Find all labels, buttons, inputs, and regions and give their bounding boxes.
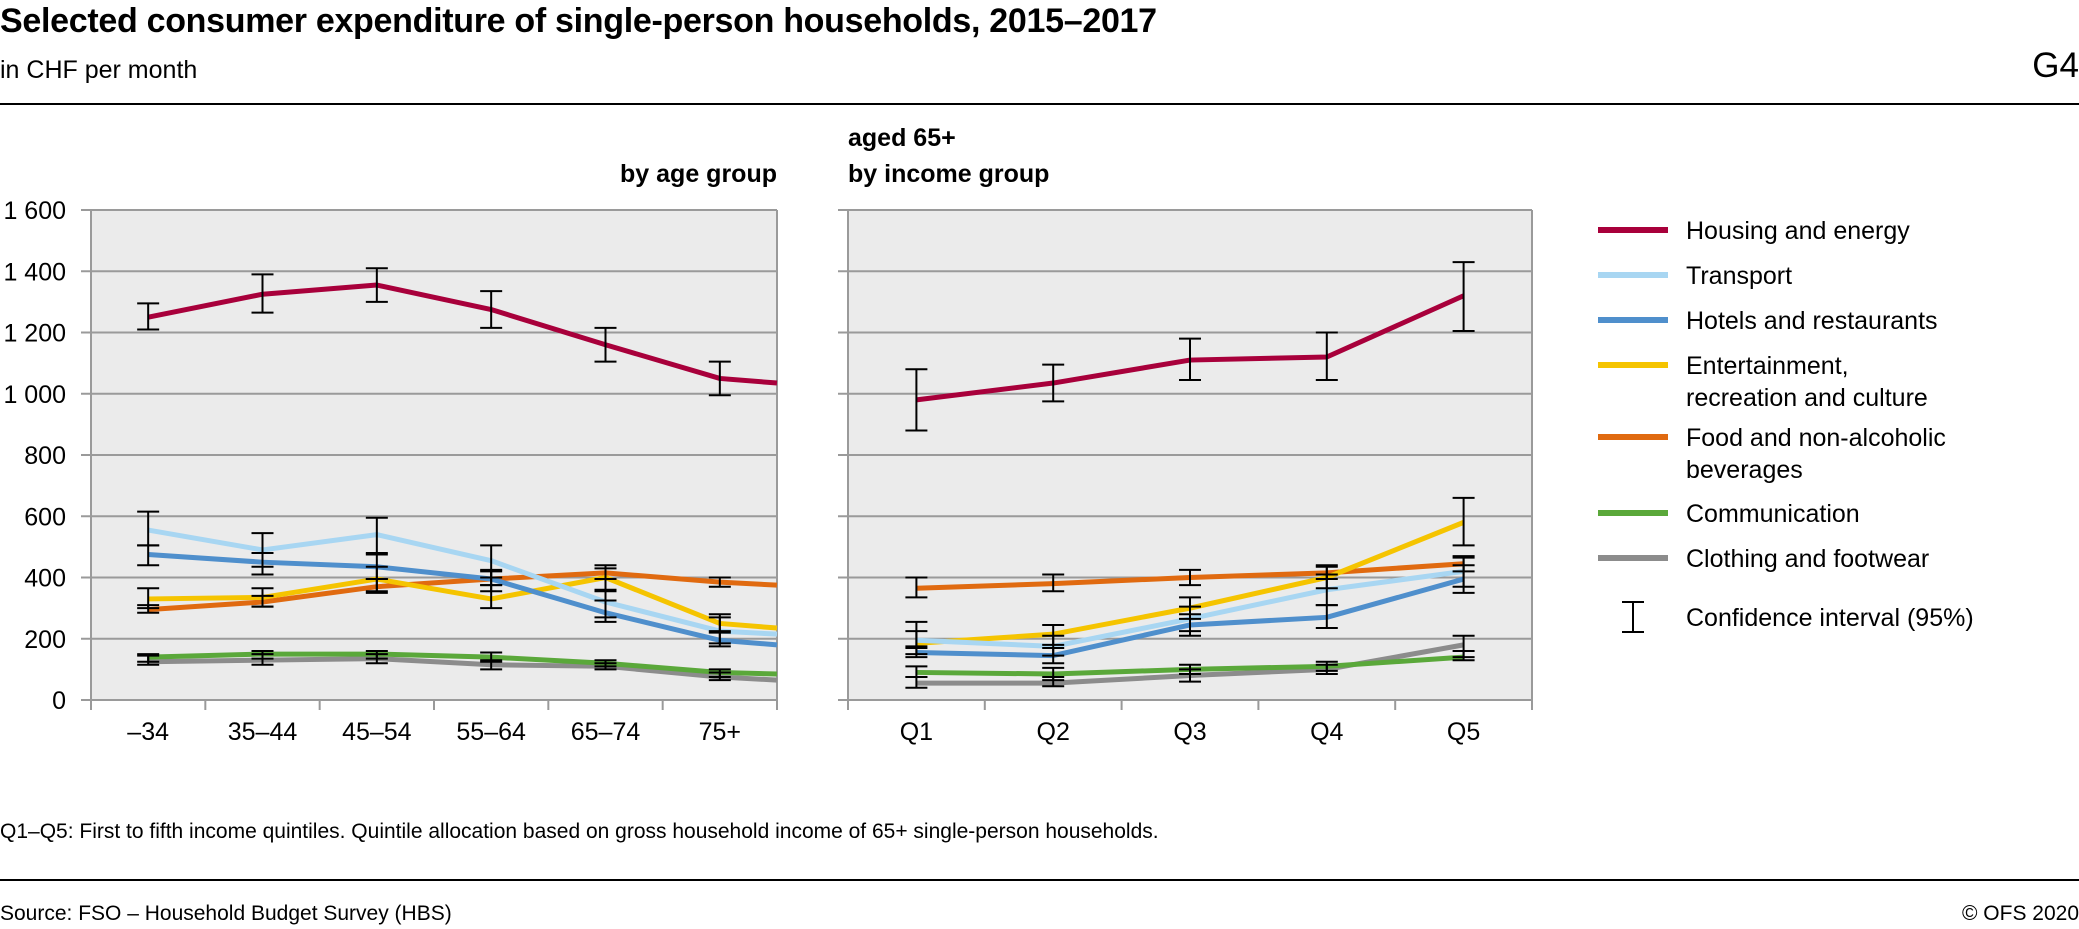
y-tick-label: 1 000 <box>3 381 66 409</box>
legend-label: Hotels and restaurants <box>1686 307 1938 335</box>
legend-label: Clothing and footwear <box>1686 545 1929 573</box>
y-tick-label: 200 <box>24 626 66 654</box>
x-tick-label: Q4 <box>1310 718 1343 746</box>
y-tick-label: 1 200 <box>3 320 66 348</box>
chart-area: 0 200 400 600 800 1 000 1 200 1 400 1 600 –34 35–4… <box>3 124 1974 746</box>
legend-label: Housing and energy <box>1686 217 1910 245</box>
top-rule <box>0 103 2079 105</box>
y-tick-label: 1 600 <box>3 197 66 225</box>
legend-label: Communication <box>1686 500 1860 528</box>
footnote: Q1–Q5: First to fifth income quintiles. … <box>0 820 1159 843</box>
panel-title: by income group <box>848 160 1049 188</box>
x-tick-label: 65–74 <box>571 718 641 746</box>
bottom-rule <box>0 879 2079 881</box>
x-tick-label: 45–54 <box>342 718 412 746</box>
legend-label: Food and non-alcoholic <box>1686 424 1946 452</box>
legend-label: beverages <box>1686 456 1803 484</box>
legend-ci-label: Confidence interval (95%) <box>1686 604 1974 632</box>
x-tick-label: Q5 <box>1447 718 1480 746</box>
y-tick-label: 600 <box>24 503 66 531</box>
y-tick-label: 400 <box>24 565 66 593</box>
chart-subtitle: in CHF per month <box>0 56 198 84</box>
x-tick-label: Q2 <box>1037 718 1070 746</box>
chart-title: Selected consumer expenditure of single-… <box>0 2 1157 40</box>
x-tick-label: 55–64 <box>456 718 526 746</box>
x-tick-label: Q3 <box>1173 718 1206 746</box>
legend-label: Transport <box>1686 262 1792 290</box>
x-tick-label: Q1 <box>900 718 933 746</box>
copyright-note: © OFS 2020 <box>1961 902 2079 925</box>
y-tick-label: 1 400 <box>3 258 66 286</box>
y-tick-label: 800 <box>24 442 66 470</box>
source-note: Source: FSO – Household Budget Survey (H… <box>0 902 452 925</box>
legend-label: recreation and culture <box>1686 384 1928 412</box>
x-tick-label: –34 <box>127 718 169 746</box>
panel-title: aged 65+ <box>848 124 956 152</box>
panel-title: by age group <box>620 160 777 188</box>
figure-id: G4 <box>2032 46 2079 85</box>
x-tick-label: 35–44 <box>228 718 298 746</box>
legend-label: Entertainment, <box>1686 352 1849 380</box>
y-tick-label: 0 <box>52 687 66 715</box>
x-tick-label: 75+ <box>699 718 741 746</box>
